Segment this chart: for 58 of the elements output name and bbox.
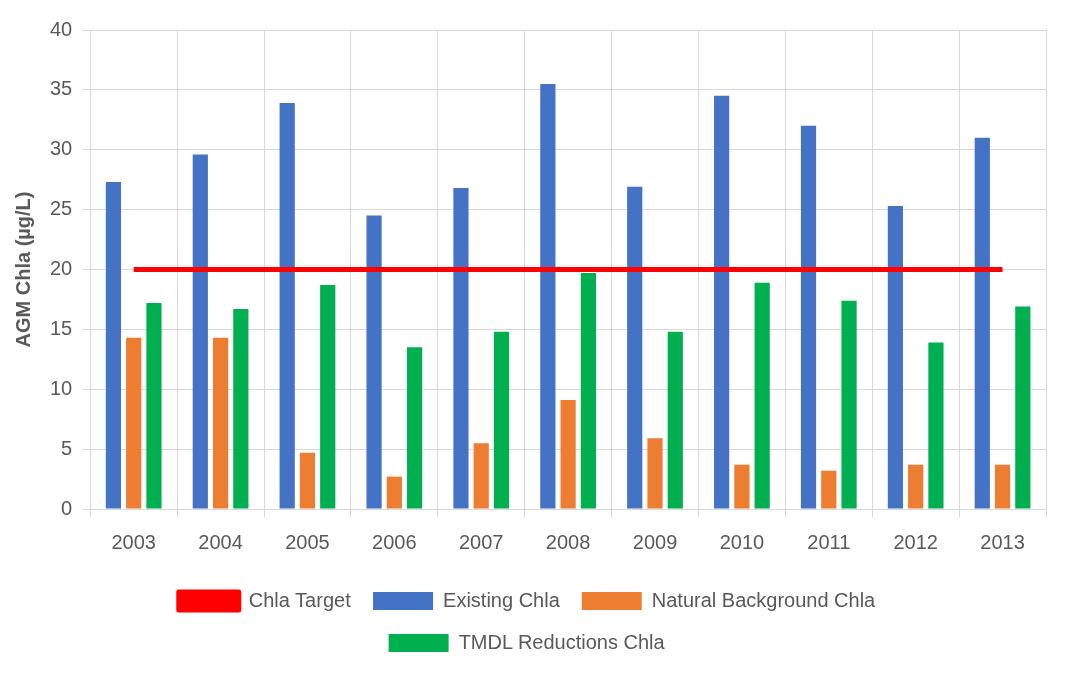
y-tick-label: 0: [61, 496, 73, 519]
x-tick-label: 2011: [807, 530, 851, 553]
y-tick-label: 20: [50, 257, 73, 280]
bar: [192, 154, 208, 509]
legend-label: Natural Background Chla: [651, 588, 877, 611]
bar: [908, 464, 924, 509]
bar: [734, 464, 750, 509]
y-tick-label: 40: [50, 17, 73, 40]
bar: [887, 206, 903, 509]
bar: [928, 342, 944, 509]
y-tick-label: 5: [61, 436, 73, 459]
bar: [647, 438, 663, 509]
bar: [320, 285, 336, 509]
bar: [580, 273, 596, 509]
legend-label: TMDL Reductions Chla: [458, 630, 666, 653]
bar: [540, 83, 556, 509]
legend-label: Existing Chla: [443, 588, 561, 611]
y-tick-label: 25: [50, 197, 73, 220]
bar: [627, 186, 643, 509]
bar: [800, 125, 817, 509]
x-tick-label: 2009: [632, 530, 678, 553]
x-tick-label: 2003: [111, 530, 156, 553]
bar: [473, 443, 489, 509]
bar: [386, 476, 402, 509]
bar: [560, 400, 576, 509]
x-tick-label: 2008: [545, 530, 591, 553]
bar: [714, 95, 730, 509]
bar: [974, 137, 990, 509]
bar: [146, 303, 162, 509]
y-tick-label: 35: [50, 77, 73, 100]
bar: [407, 347, 423, 509]
bar: [233, 309, 249, 509]
bar: [453, 188, 469, 509]
x-tick-label: 2010: [719, 530, 765, 553]
x-tick-label: 2006: [372, 530, 417, 553]
x-tick-label: 2013: [980, 530, 1025, 553]
x-tick-label: 2012: [893, 530, 938, 553]
bar: [366, 215, 382, 509]
legend-label: Chla Target: [248, 588, 352, 611]
bar: [279, 103, 295, 509]
bar: [821, 470, 837, 509]
x-tick-label: 2005: [285, 530, 330, 553]
bar: [841, 300, 857, 509]
bar: [212, 337, 229, 509]
x-tick-label: 2007: [458, 530, 504, 553]
y-tick-label: 15: [50, 316, 73, 339]
x-tick-label: 2004: [198, 530, 243, 553]
y-tick-label: 10: [50, 376, 73, 399]
bar: [994, 464, 1011, 509]
bar: [105, 182, 122, 509]
bar: [1015, 306, 1031, 509]
bar: [667, 331, 683, 509]
bar: [754, 282, 770, 509]
bar: [299, 452, 316, 509]
y-tick-label: 30: [50, 137, 73, 160]
bar: [493, 331, 510, 509]
y-axis-title: AGM Chla (µg/L): [11, 191, 34, 348]
bar: [126, 337, 142, 509]
